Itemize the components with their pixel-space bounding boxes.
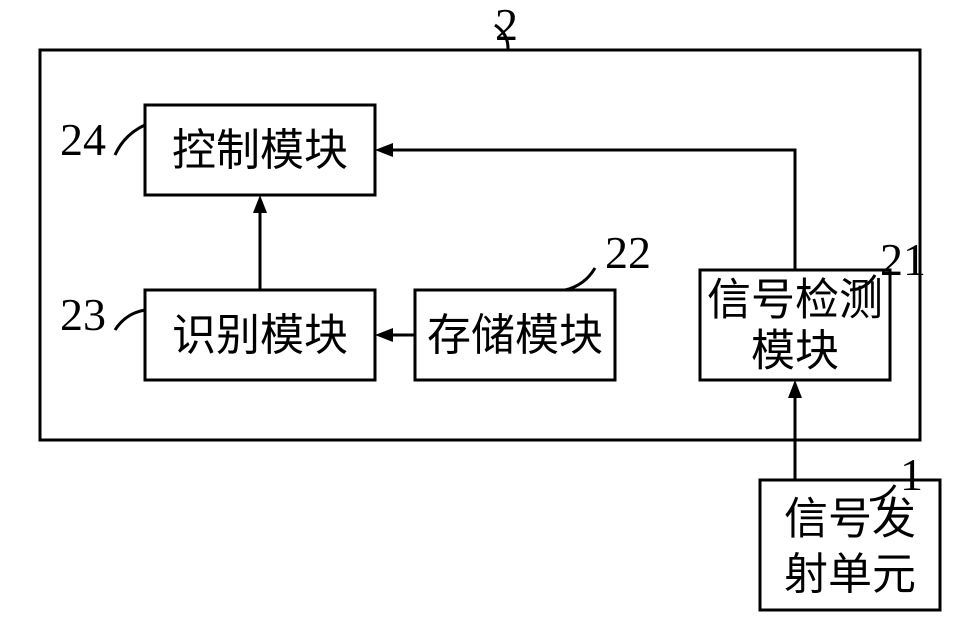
node-recognize-label-line-0: 识别模块 <box>172 311 348 360</box>
node-detect-label-line-0: 信号检测 <box>707 276 883 325</box>
node-emit-label-line-1: 射单元 <box>784 550 916 599</box>
node-storage-label-line-0: 存储模块 <box>427 311 603 360</box>
ref-leader <box>115 125 145 155</box>
edge-detect-control <box>393 150 795 270</box>
arrow-head <box>375 143 393 157</box>
node-emit-label-line-0: 信号发 <box>784 495 916 544</box>
arrow-head <box>788 380 802 398</box>
ref-leader <box>565 268 595 290</box>
ref-label-23: 23 <box>60 289 106 340</box>
ref-label-1: 1 <box>900 449 923 500</box>
ref-label-22: 22 <box>605 227 651 278</box>
node-detect-label-line-1: 模块 <box>751 326 839 375</box>
ref-label-21: 21 <box>880 234 926 285</box>
arrow-head <box>375 328 393 342</box>
ref-leader <box>115 310 145 330</box>
arrow-head <box>253 195 267 213</box>
ref-label-24: 24 <box>60 114 106 165</box>
ref-label-2: 2 <box>495 0 518 50</box>
node-control-label-line-0: 控制模块 <box>172 126 348 175</box>
